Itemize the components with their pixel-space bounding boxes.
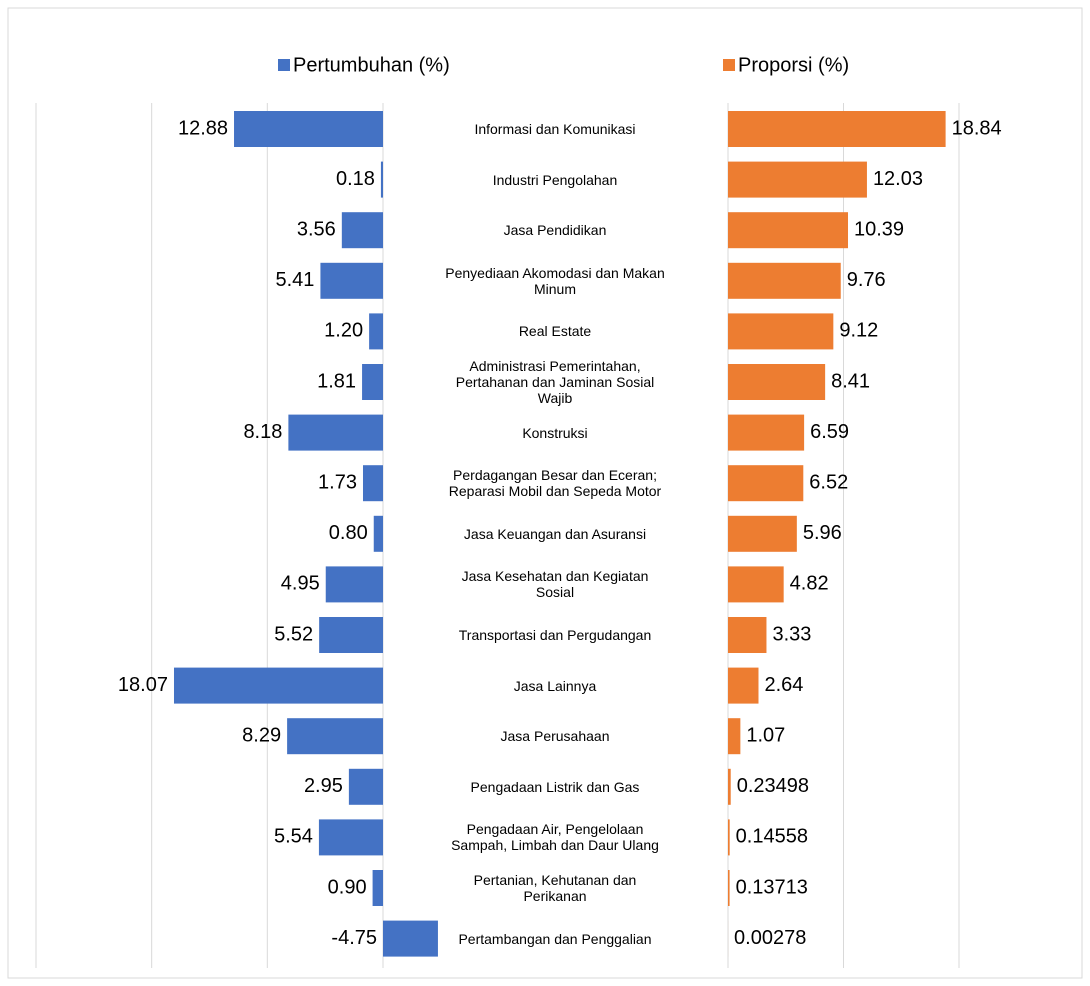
data-label: 3.56 [297,218,336,240]
data-label: 4.82 [790,573,829,595]
bar [348,768,383,805]
bar [728,566,784,603]
bar [728,364,826,400]
data-label: 8.18 [243,421,282,443]
data-label: 18.07 [118,674,168,696]
category-label: Pertanian, Kehutanan dan Perikanan [473,872,637,904]
data-label: 2.95 [304,775,343,797]
data-label: 12.88 [178,117,228,139]
data-label: -4.75 [331,927,377,949]
bar [728,617,767,653]
data-label: 3.33 [772,623,811,645]
bar [325,566,383,603]
data-label: 6.59 [810,421,849,443]
data-label: 1.73 [318,471,357,493]
bar [372,870,383,906]
category-label: Pertambangan dan Penggalian [458,930,652,947]
category-label: Penyediaan Akomodasi dan Makan Minum [445,264,665,297]
bar [728,515,797,552]
bar [728,768,731,805]
data-label: 0.23498 [737,775,809,797]
data-label: 8.29 [242,724,281,746]
bar [383,920,438,957]
data-label: 0.13713 [736,876,808,898]
bar [728,262,841,299]
bar [728,414,805,451]
category-label: Jasa Kesehatan dan Kegiatan Sosial [461,568,649,601]
legend-label: Proporsi (%) [738,54,849,76]
data-label: 5.96 [803,522,842,544]
legend-swatch [723,59,735,71]
legend-label: Pertumbuhan (%) [293,54,450,76]
bar [728,111,946,147]
bar [288,414,383,451]
data-label: 0.80 [329,522,368,544]
data-label: 6.52 [809,471,848,493]
data-label: 5.54 [274,826,313,848]
bar [318,819,383,856]
data-label: 1.81 [317,370,356,392]
data-label: 10.39 [854,218,904,240]
data-label: 9.12 [839,320,878,342]
data-label: 2.64 [764,674,803,696]
bar [728,161,867,198]
bar [362,364,383,400]
bar [234,111,383,147]
bar [173,667,383,704]
bar [728,819,730,856]
data-label: 5.52 [274,623,313,645]
data-label: 9.76 [847,269,886,291]
category-label: Pengadaan Listrik dan Gas [470,778,640,795]
data-label: 0.90 [328,876,367,898]
bar [287,718,383,755]
category-label: Jasa Keuangan dan Asuransi [463,525,647,542]
category-label: Perdagangan Besar dan Eceran; Reparasi M… [448,467,662,500]
bar [728,313,834,350]
bar [319,617,383,653]
data-label: 18.84 [952,117,1002,139]
category-label: Industri Pengolahan [492,171,618,188]
data-label: 4.95 [281,573,320,595]
bar [728,667,759,704]
bar [728,718,741,755]
data-label: 12.03 [873,168,923,190]
bar [373,515,383,552]
data-label: 5.41 [275,269,314,291]
bar [728,870,730,906]
category-label: Jasa Pendidikan [503,222,607,239]
category-label: Informasi dan Komunikasi [474,121,636,137]
data-label: 0.00278 [734,927,806,949]
category-label: Real Estate [518,323,592,340]
category-label: Administrasi Pemerintahan, Pertahanan da… [455,358,655,406]
legend-swatch [278,59,290,71]
bar [380,161,383,198]
bar [369,313,383,350]
category-label: Jasa Perusahaan [500,728,610,745]
chart-border [7,7,1083,979]
category-label: Jasa Lainnya [513,677,597,694]
data-label: 1.20 [324,320,363,342]
data-label: 1.07 [746,724,785,746]
bar [341,212,383,249]
category-label: Pengadaan Air, Pengelolaan Sampah, Limba… [451,821,659,854]
data-label: 0.14558 [736,826,808,848]
bar [728,212,849,249]
bar [728,465,804,502]
bar [320,262,383,299]
category-label: Transportasi dan Pergudangan [458,627,652,643]
data-label: 0.18 [336,168,375,190]
bar [362,465,383,502]
data-label: 8.41 [831,370,870,392]
category-label: Konstruksi [522,424,588,441]
